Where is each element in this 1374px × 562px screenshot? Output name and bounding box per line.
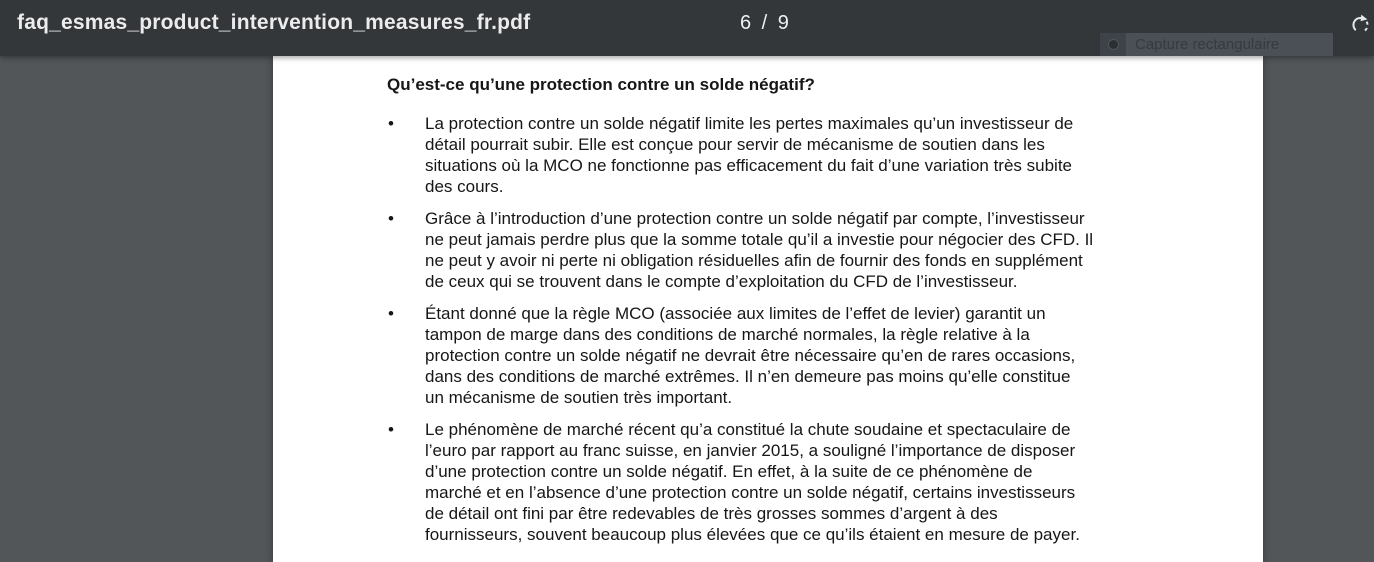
bullet-dot-icon: •	[388, 114, 394, 133]
dot-icon	[1108, 40, 1118, 49]
bullet-text: Grâce à l’introduction d’une protection …	[425, 209, 1094, 291]
bullet-text: Le phénomène de marché récent qu’a const…	[425, 420, 1080, 544]
bullet-item: • La protection contre un solde négatif …	[387, 113, 1263, 197]
bullet-text: Étant donné que la règle MCO (associée a…	[425, 304, 1076, 407]
page-indicator[interactable]: 6 / 9	[740, 12, 792, 34]
capture-label: Capture rectangulaire	[1135, 36, 1280, 53]
bullet-item: • Le phénomène de marché récent qu’a con…	[387, 419, 1263, 545]
pdf-page: Qu’est-ce qu’une protection contre un so…	[273, 56, 1263, 562]
document-heading: Qu’est-ce qu’une protection contre un so…	[387, 75, 815, 94]
rotate-clockwise-icon	[1349, 14, 1373, 40]
bullet-dot-icon: •	[388, 209, 394, 228]
bullet-list: • La protection contre un solde négatif …	[387, 113, 1263, 545]
bullet-item: • Étant donné que la règle MCO (associée…	[387, 303, 1263, 408]
page-content: Qu’est-ce qu’une protection contre un so…	[273, 56, 1263, 545]
rotate-clockwise-button[interactable]	[1349, 13, 1373, 37]
bullet-dot-icon: •	[388, 304, 394, 323]
bullet-dot-icon: •	[388, 420, 394, 439]
bullet-text: La protection contre un solde négatif li…	[425, 114, 1074, 196]
pdf-toolbar: faq_esmas_product_intervention_measures_…	[0, 0, 1374, 56]
capture-icon-cell	[1100, 33, 1126, 56]
bullet-item: • Grâce à l’introduction d’une protectio…	[387, 208, 1263, 292]
pdf-filename: faq_esmas_product_intervention_measures_…	[17, 11, 531, 34]
capture-menu-item[interactable]: Capture rectangulaire	[1100, 33, 1333, 56]
